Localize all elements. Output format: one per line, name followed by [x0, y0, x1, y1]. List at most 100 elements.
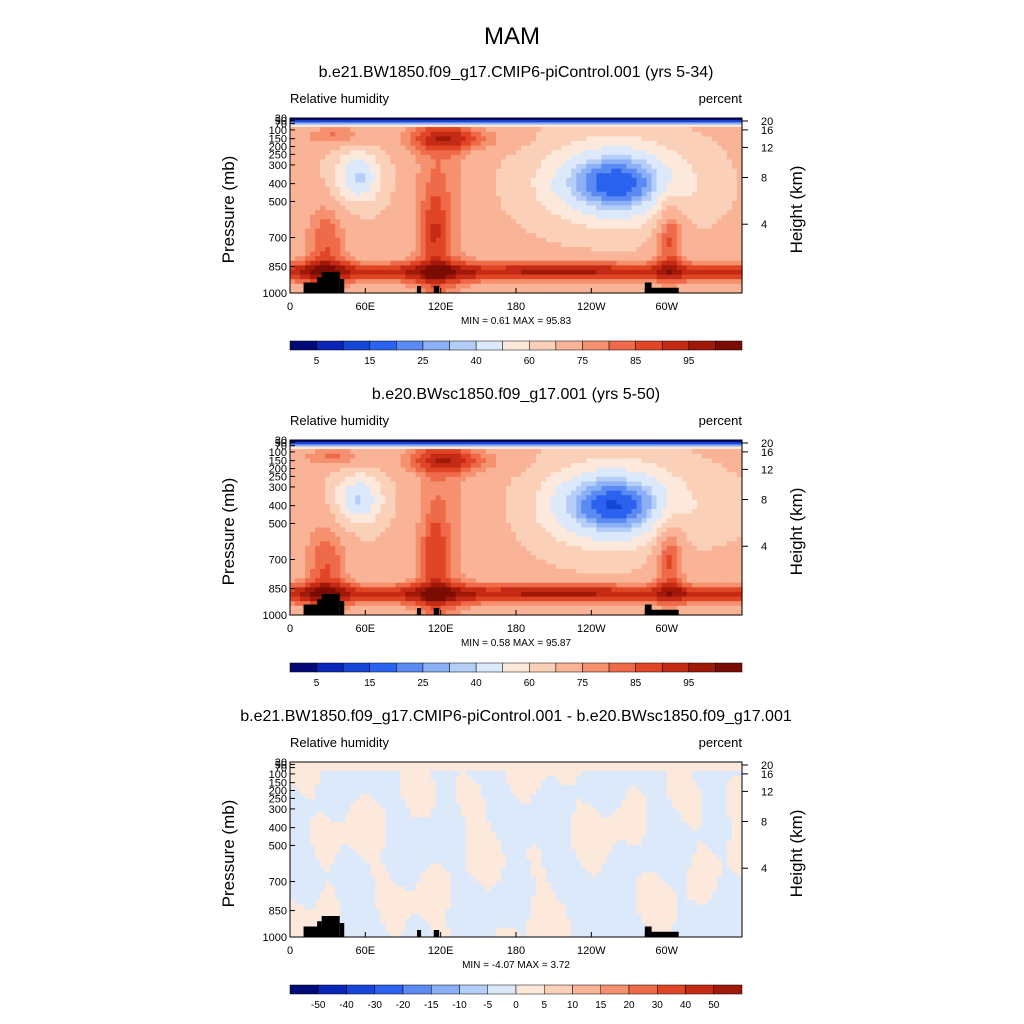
contour-cell: [531, 265, 537, 271]
panel-2: b.e20.BWsc1850.f09_g17.001 (yrs 5-50)Rel…: [219, 386, 806, 689]
contour-cell: [726, 458, 733, 464]
contour-cell: [460, 228, 467, 234]
contour-cell: [546, 509, 552, 515]
contour-cell: [661, 131, 668, 138]
contour-cell: [325, 233, 331, 239]
contour-cell: [711, 237, 718, 243]
contour-cell: [676, 196, 683, 202]
contour-cell: [415, 223, 422, 230]
contour-cell: [450, 458, 457, 464]
contour-cell: [375, 154, 381, 161]
contour-cell: [531, 200, 537, 207]
contour-cell: [350, 154, 356, 161]
contour-cell: [546, 127, 552, 133]
contour-cell: [701, 256, 708, 262]
contour-cell: [681, 490, 688, 496]
contour-cell: [460, 205, 467, 211]
contour-cell: [490, 150, 497, 156]
contour-cell: [350, 453, 356, 460]
contour-cell: [455, 196, 462, 202]
contour-cell: [480, 136, 487, 142]
contour-cell: [596, 168, 602, 174]
contour-cell: [716, 490, 723, 496]
contour-cell: [736, 228, 743, 234]
contour-cell: [531, 159, 537, 165]
contour-cell: [360, 214, 366, 220]
contour-cell: [295, 499, 301, 506]
contour-cell: [330, 141, 336, 147]
contour-cell: [661, 274, 668, 280]
contour-cell: [726, 509, 733, 515]
contour-cell: [430, 486, 437, 492]
contour-cell: [616, 187, 623, 193]
contour-cell: [370, 467, 376, 473]
contour-cell: [395, 154, 402, 161]
contour-cell: [711, 177, 718, 184]
contour-cell: [330, 251, 336, 257]
contour-cell: [425, 173, 432, 179]
contour-cell: [726, 154, 733, 161]
contour-cell: [546, 131, 552, 138]
contour-cell: [736, 177, 743, 184]
contour-cell: [495, 223, 502, 230]
contour-cell: [475, 467, 482, 473]
contour-cell: [656, 481, 663, 487]
contour-cell: [505, 256, 512, 262]
contour-cell: [706, 200, 713, 207]
contour-cell: [706, 476, 713, 483]
contour-cell: [470, 463, 477, 469]
contour-cell: [365, 269, 371, 276]
contour-cell: [415, 476, 422, 483]
contour-cell: [445, 288, 452, 294]
contour-cell: [470, 283, 477, 289]
contour-cell: [360, 233, 366, 239]
contour-cell: [576, 467, 582, 473]
contour-cell: [410, 476, 417, 483]
contour-cell: [606, 476, 613, 483]
contour-cell: [365, 145, 371, 151]
contour-cell: [691, 205, 698, 211]
contour-cell: [686, 472, 693, 478]
contour-cell: [661, 509, 668, 515]
contour-cell: [445, 214, 452, 220]
contour-cell: [405, 467, 412, 473]
contour-cell: [566, 265, 572, 271]
contour-cell: [355, 481, 361, 487]
contour-cell: [681, 182, 688, 188]
contour-cell: [731, 490, 738, 496]
contour-cell: [325, 210, 331, 216]
contour-cell: [430, 205, 437, 211]
contour-cell: [711, 223, 718, 230]
contour-cell: [656, 499, 663, 506]
contour-cell: [581, 279, 587, 285]
contour-cell: [711, 509, 718, 515]
contour-cell: [365, 467, 371, 473]
contour-cell: [711, 145, 718, 151]
contour-cell: [320, 246, 326, 253]
contour-cell: [606, 182, 613, 188]
contour-cell: [651, 141, 658, 147]
contour-cell: [556, 495, 562, 501]
contour-cell: [310, 458, 316, 464]
contour-cell: [516, 481, 522, 487]
contour-cell: [606, 504, 613, 510]
contour-cell: [360, 269, 366, 276]
contour-cell: [726, 265, 733, 271]
contour-cell: [290, 187, 296, 193]
contour-cell: [561, 499, 567, 506]
contour-cell: [586, 191, 592, 197]
contour-cell: [596, 131, 602, 138]
contour-cell: [556, 265, 562, 271]
contour-cell: [415, 279, 422, 285]
contour-cell: [666, 274, 673, 280]
contour-cell: [551, 265, 557, 271]
contour-cell: [460, 283, 467, 289]
contour-cell: [631, 150, 638, 156]
contour-cell: [661, 150, 668, 156]
contour-cell: [526, 177, 532, 184]
contour-cell: [355, 467, 361, 473]
contour-cell: [425, 499, 432, 506]
contour-cell: [736, 449, 743, 455]
contour-cell: [430, 127, 437, 133]
contour-cell: [485, 237, 492, 243]
